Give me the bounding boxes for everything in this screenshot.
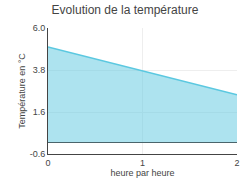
svg-text:Evolution de la température: Evolution de la température [52, 3, 199, 17]
svg-text:0: 0 [45, 158, 50, 168]
svg-text:6.0: 6.0 [33, 23, 46, 33]
svg-text:Température en °C: Température en °C [17, 53, 27, 129]
svg-text:-0.6: -0.6 [30, 149, 46, 159]
svg-text:1: 1 [140, 158, 145, 168]
svg-text:heure par heure: heure par heure [110, 168, 174, 178]
svg-text:3.8: 3.8 [33, 65, 46, 75]
svg-text:2: 2 [234, 158, 239, 168]
svg-text:1.6: 1.6 [33, 107, 46, 117]
